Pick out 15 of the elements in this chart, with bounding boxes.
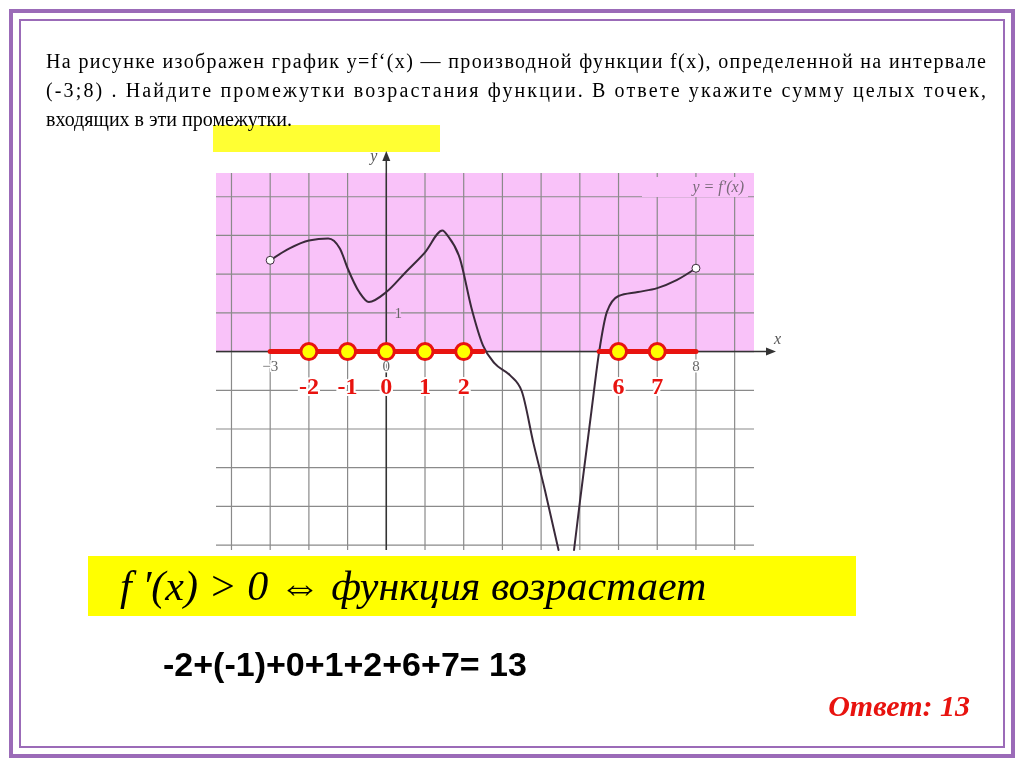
annotation: 6 xyxy=(612,372,625,399)
annotation: -2 xyxy=(298,372,319,399)
text: y = f′(x) xyxy=(690,178,744,196)
x-axis-title: x xyxy=(773,329,782,347)
text: f ′(x) > 0 ⇔ функция возрастает xyxy=(120,563,707,610)
chart-title: На рисунке изображен график y=f‘(x) — производной функции f(x), определенной на интервале (-3;8) . Найдите промежутки возрастания функции. В ответе укажите сумму целых точек, входящих в эти промежутки. xyxy=(46,50,987,131)
text: -2+(-1)+0+1+2+6+7= 13 xyxy=(163,645,527,683)
annotation: 1 xyxy=(419,372,432,399)
text: Ответ: 13 xyxy=(828,689,970,722)
x-tick-label: 8 xyxy=(692,357,700,374)
annotation: 7 xyxy=(651,372,664,399)
annotation: 1 xyxy=(394,304,403,321)
y-axis-title: y xyxy=(368,147,379,165)
annotation: -1 xyxy=(337,372,358,399)
annotation: 2 xyxy=(457,372,470,399)
